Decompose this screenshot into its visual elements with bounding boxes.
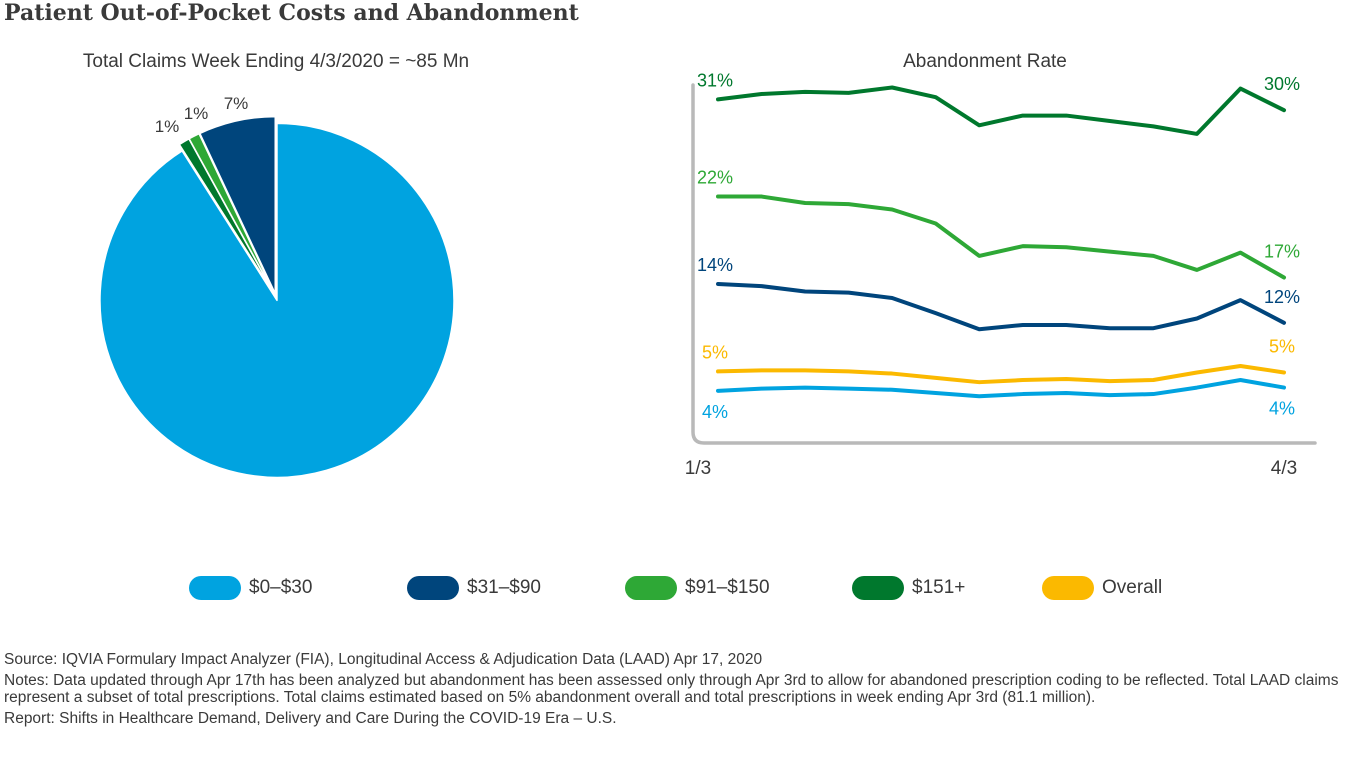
series-line-91-150[interactable] [716,194,1286,280]
pie-slice-31-90[interactable] [199,115,276,295]
pie-slice-91-150[interactable] [188,132,276,295]
legend-label: $31–$90 [467,577,541,598]
series-start-label: 22% [697,168,733,188]
legend-item-151-plus[interactable]: $151+ [852,574,965,602]
legend-swatch [407,576,459,600]
pie-slice-label: 7% [224,94,249,113]
legend-swatch [189,576,241,600]
series-start-label: 5% [702,342,728,362]
series-line-0-30[interactable] [716,378,1286,399]
legend-label: $91–$150 [685,577,770,598]
series-start-label: 31% [697,70,733,90]
legend-item-0-30[interactable]: $0–$30 [189,574,312,602]
footer-report: Report: Shifts in Healthcare Demand, Del… [4,709,617,727]
legend: $0–$30 $31–$90 $91–$150 $151+ Overall [0,574,1352,604]
pie-chart-title: Total Claims Week Ending 4/3/2020 = ~85 … [82,51,470,72]
legend-label: Overall [1102,577,1163,598]
footer-source: Source: IQVIA Formulary Impact Analyzer … [4,651,763,668]
series-end-label: 17% [1264,241,1300,261]
legend-label: $151+ [912,577,966,598]
legend-swatch [1042,576,1094,600]
legend-swatch [852,576,904,600]
pie-slice-label: 1% [184,104,209,123]
line-chart-axes [691,83,1317,445]
legend-item-overall[interactable]: Overall [1042,574,1162,602]
series-line-31-90[interactable] [716,281,1286,332]
series-end-label: 30% [1264,74,1300,94]
x-tick-label-start: 1/3 [685,458,711,479]
series-line-overall[interactable] [716,363,1286,385]
pie-slice-label: 1% [155,117,180,136]
series-start-label: 14% [697,255,733,275]
line-chart-title: Abandonment Rate [903,51,1067,72]
legend-item-31-90[interactable]: $31–$90 [407,574,541,602]
series-end-label: 5% [1269,336,1295,356]
footer-notes: Notes: Data updated through Apr 17th has… [4,671,1339,707]
series-end-label: 12% [1264,287,1300,307]
legend-label: $0–$30 [249,577,313,598]
series-end-label: 4% [1269,399,1295,419]
footer: Source: IQVIA Formulary Impact Analyzer … [4,651,1344,730]
pie-slice-0-30[interactable] [99,122,455,479]
series-start-label: 4% [702,402,728,422]
series-line-151[interactable] [716,85,1286,136]
x-tick-label-end: 4/3 [1271,458,1297,479]
page-title: Patient Out-of-Pocket Costs and Abandonm… [4,0,579,26]
legend-item-91-150[interactable]: $91–$150 [625,574,770,602]
legend-swatch [625,576,677,600]
